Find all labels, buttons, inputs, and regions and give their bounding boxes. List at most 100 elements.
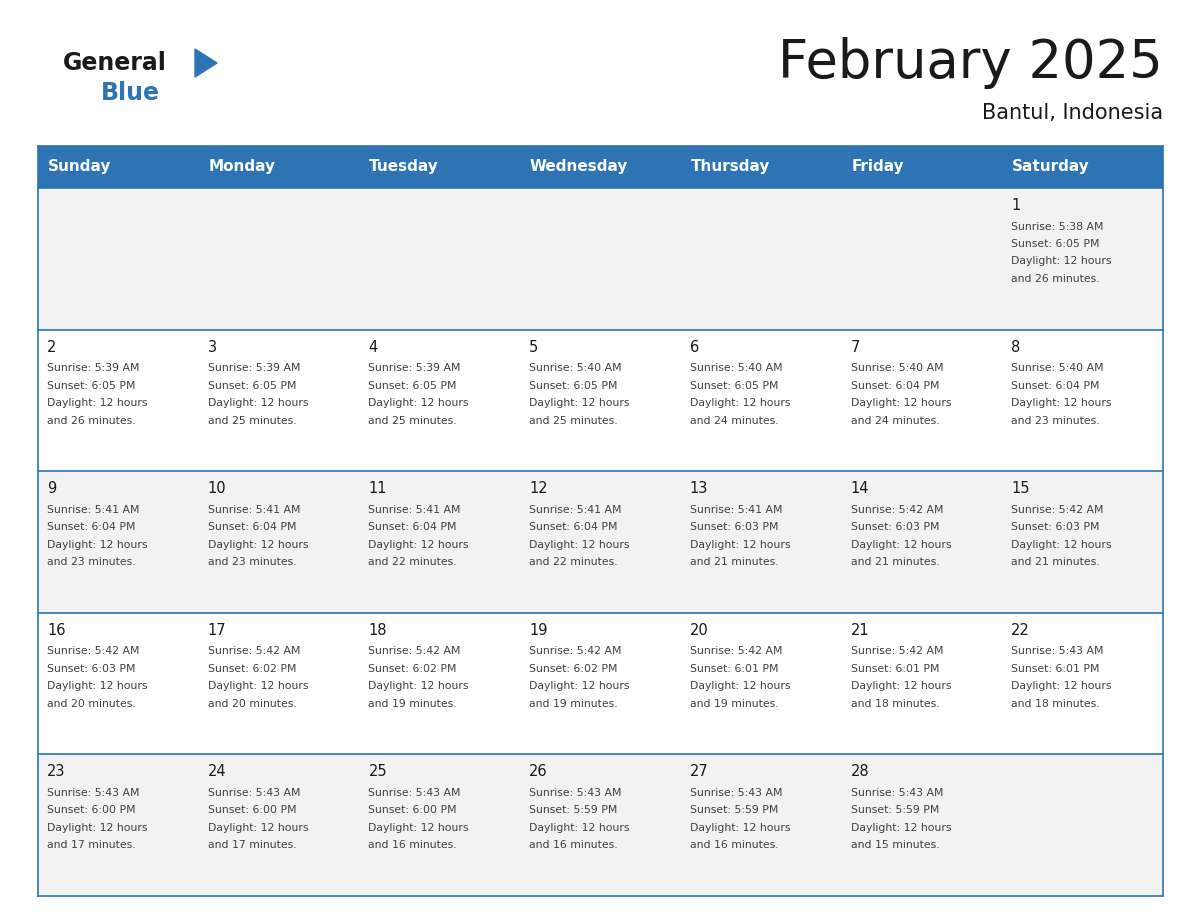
Text: 22: 22 — [1011, 622, 1030, 638]
Text: Sunset: 5:59 PM: Sunset: 5:59 PM — [851, 805, 939, 815]
Text: Daylight: 12 hours: Daylight: 12 hours — [208, 540, 308, 550]
Text: 26: 26 — [529, 765, 548, 779]
Text: Sunset: 6:00 PM: Sunset: 6:00 PM — [368, 805, 457, 815]
Text: Friday: Friday — [852, 160, 904, 174]
Text: Daylight: 12 hours: Daylight: 12 hours — [690, 823, 790, 833]
Text: Sunset: 6:03 PM: Sunset: 6:03 PM — [690, 522, 778, 532]
Text: Sunset: 6:02 PM: Sunset: 6:02 PM — [529, 664, 618, 674]
Text: Sunrise: 5:38 AM: Sunrise: 5:38 AM — [1011, 221, 1104, 231]
Text: and 21 minutes.: and 21 minutes. — [1011, 557, 1100, 567]
Text: and 17 minutes.: and 17 minutes. — [48, 840, 135, 850]
Text: Sunday: Sunday — [48, 160, 110, 174]
Text: Sunrise: 5:42 AM: Sunrise: 5:42 AM — [208, 646, 301, 656]
Text: 23: 23 — [48, 765, 65, 779]
Text: Sunrise: 5:39 AM: Sunrise: 5:39 AM — [208, 364, 301, 373]
Text: Wednesday: Wednesday — [530, 160, 628, 174]
Text: and 20 minutes.: and 20 minutes. — [208, 699, 297, 709]
Text: Daylight: 12 hours: Daylight: 12 hours — [48, 398, 147, 409]
Text: 3: 3 — [208, 340, 217, 354]
Text: 25: 25 — [368, 765, 387, 779]
Text: Daylight: 12 hours: Daylight: 12 hours — [368, 681, 469, 691]
Text: February 2025: February 2025 — [778, 37, 1163, 89]
Text: Sunset: 6:03 PM: Sunset: 6:03 PM — [1011, 522, 1100, 532]
Text: Sunrise: 5:43 AM: Sunrise: 5:43 AM — [208, 788, 301, 798]
Text: Sunset: 6:01 PM: Sunset: 6:01 PM — [690, 664, 778, 674]
Text: 19: 19 — [529, 622, 548, 638]
Text: 27: 27 — [690, 765, 708, 779]
Text: 16: 16 — [48, 622, 65, 638]
Bar — [198, 146, 360, 188]
Text: and 24 minutes.: and 24 minutes. — [851, 416, 940, 426]
Text: Sunset: 6:05 PM: Sunset: 6:05 PM — [368, 381, 457, 390]
Text: Daylight: 12 hours: Daylight: 12 hours — [368, 540, 469, 550]
Bar — [38, 330, 1163, 471]
Text: Sunrise: 5:42 AM: Sunrise: 5:42 AM — [1011, 505, 1104, 515]
Text: and 17 minutes.: and 17 minutes. — [208, 840, 296, 850]
Text: Sunrise: 5:40 AM: Sunrise: 5:40 AM — [690, 364, 783, 373]
Text: Sunset: 6:01 PM: Sunset: 6:01 PM — [1011, 664, 1100, 674]
Text: and 16 minutes.: and 16 minutes. — [529, 840, 618, 850]
Text: Sunset: 6:02 PM: Sunset: 6:02 PM — [368, 664, 457, 674]
Bar — [681, 146, 841, 188]
Text: 14: 14 — [851, 481, 870, 497]
Text: Sunrise: 5:40 AM: Sunrise: 5:40 AM — [1011, 364, 1104, 373]
Text: Sunrise: 5:40 AM: Sunrise: 5:40 AM — [529, 364, 621, 373]
Text: Sunrise: 5:40 AM: Sunrise: 5:40 AM — [851, 364, 943, 373]
Text: and 25 minutes.: and 25 minutes. — [529, 416, 618, 426]
Text: 28: 28 — [851, 765, 870, 779]
Text: Daylight: 12 hours: Daylight: 12 hours — [208, 398, 308, 409]
Text: and 24 minutes.: and 24 minutes. — [690, 416, 778, 426]
Text: Daylight: 12 hours: Daylight: 12 hours — [208, 681, 308, 691]
Text: Sunrise: 5:41 AM: Sunrise: 5:41 AM — [690, 505, 783, 515]
Text: 15: 15 — [1011, 481, 1030, 497]
Text: Bantul, Indonesia: Bantul, Indonesia — [981, 103, 1163, 123]
Text: 12: 12 — [529, 481, 548, 497]
Text: Daylight: 12 hours: Daylight: 12 hours — [851, 540, 952, 550]
Text: Daylight: 12 hours: Daylight: 12 hours — [529, 398, 630, 409]
Text: Daylight: 12 hours: Daylight: 12 hours — [529, 540, 630, 550]
Text: Sunset: 6:05 PM: Sunset: 6:05 PM — [690, 381, 778, 390]
Bar — [38, 471, 1163, 613]
Bar — [360, 146, 520, 188]
Text: Sunset: 6:05 PM: Sunset: 6:05 PM — [529, 381, 618, 390]
Text: Saturday: Saturday — [1012, 160, 1089, 174]
Bar — [520, 146, 681, 188]
Text: Daylight: 12 hours: Daylight: 12 hours — [48, 823, 147, 833]
Text: and 19 minutes.: and 19 minutes. — [690, 699, 778, 709]
Text: and 25 minutes.: and 25 minutes. — [208, 416, 296, 426]
Text: and 22 minutes.: and 22 minutes. — [368, 557, 457, 567]
Text: Sunrise: 5:41 AM: Sunrise: 5:41 AM — [529, 505, 621, 515]
Text: Sunset: 6:03 PM: Sunset: 6:03 PM — [48, 664, 135, 674]
Text: Sunset: 6:00 PM: Sunset: 6:00 PM — [48, 805, 135, 815]
Text: and 23 minutes.: and 23 minutes. — [1011, 416, 1100, 426]
Text: Daylight: 12 hours: Daylight: 12 hours — [208, 823, 308, 833]
Text: Daylight: 12 hours: Daylight: 12 hours — [1011, 398, 1112, 409]
Text: Daylight: 12 hours: Daylight: 12 hours — [529, 681, 630, 691]
Text: Sunrise: 5:43 AM: Sunrise: 5:43 AM — [368, 788, 461, 798]
Text: Sunrise: 5:43 AM: Sunrise: 5:43 AM — [529, 788, 621, 798]
Text: Sunset: 6:05 PM: Sunset: 6:05 PM — [208, 381, 296, 390]
Text: Sunrise: 5:42 AM: Sunrise: 5:42 AM — [851, 646, 943, 656]
Text: Sunset: 5:59 PM: Sunset: 5:59 PM — [690, 805, 778, 815]
Text: Sunset: 6:04 PM: Sunset: 6:04 PM — [851, 381, 939, 390]
Text: Sunset: 6:01 PM: Sunset: 6:01 PM — [851, 664, 939, 674]
Text: 10: 10 — [208, 481, 227, 497]
Text: 13: 13 — [690, 481, 708, 497]
Text: 20: 20 — [690, 622, 708, 638]
Text: Daylight: 12 hours: Daylight: 12 hours — [1011, 256, 1112, 266]
Bar — [841, 146, 1003, 188]
Text: Daylight: 12 hours: Daylight: 12 hours — [48, 681, 147, 691]
Text: Sunrise: 5:41 AM: Sunrise: 5:41 AM — [208, 505, 301, 515]
Text: and 16 minutes.: and 16 minutes. — [368, 840, 457, 850]
Text: and 20 minutes.: and 20 minutes. — [48, 699, 135, 709]
Text: 9: 9 — [48, 481, 56, 497]
Text: 1: 1 — [1011, 198, 1020, 213]
Text: Sunrise: 5:41 AM: Sunrise: 5:41 AM — [368, 505, 461, 515]
Text: Sunrise: 5:43 AM: Sunrise: 5:43 AM — [1011, 646, 1104, 656]
Bar — [38, 146, 198, 188]
Text: Sunset: 6:04 PM: Sunset: 6:04 PM — [208, 522, 296, 532]
Text: Daylight: 12 hours: Daylight: 12 hours — [1011, 540, 1112, 550]
Text: and 25 minutes.: and 25 minutes. — [368, 416, 457, 426]
Text: Daylight: 12 hours: Daylight: 12 hours — [690, 681, 790, 691]
Text: 7: 7 — [851, 340, 860, 354]
